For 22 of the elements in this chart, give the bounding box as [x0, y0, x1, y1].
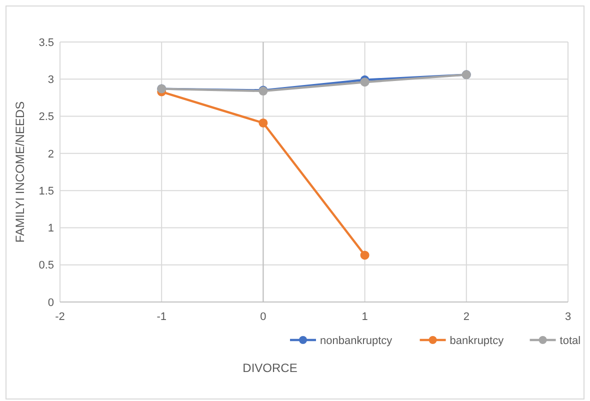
point: [360, 78, 370, 87]
y-tick-label: 0.5: [38, 260, 54, 272]
y-tick-label: 0: [48, 296, 54, 309]
x-tick-label: 3: [564, 311, 572, 323]
x-tick-label: 2: [463, 311, 470, 323]
y-tick-label: 2: [48, 148, 54, 160]
legend-label: nonbankruptcy: [320, 334, 393, 347]
x-tick-label: 0: [260, 311, 266, 323]
y-tick-label: 3.5: [38, 36, 54, 49]
legend-label: bankruptcy: [450, 334, 504, 347]
y-tick-label: 1: [48, 222, 54, 235]
y-tick-label: 2.5: [38, 111, 54, 124]
x-tick-label: -1: [156, 311, 166, 323]
point: [360, 250, 370, 260]
x-tick-label: 1: [362, 311, 368, 323]
y-tick-label: 1.5: [38, 185, 54, 198]
y-tick-label: 3: [48, 74, 54, 86]
legend-label: total: [560, 334, 581, 347]
point: [258, 118, 268, 128]
x-tick-label: -2: [55, 311, 65, 323]
x-axis-title: DIVORCE: [242, 361, 298, 375]
y-axis-title: FAMILYI INCOME/NEEDS: [13, 101, 27, 243]
